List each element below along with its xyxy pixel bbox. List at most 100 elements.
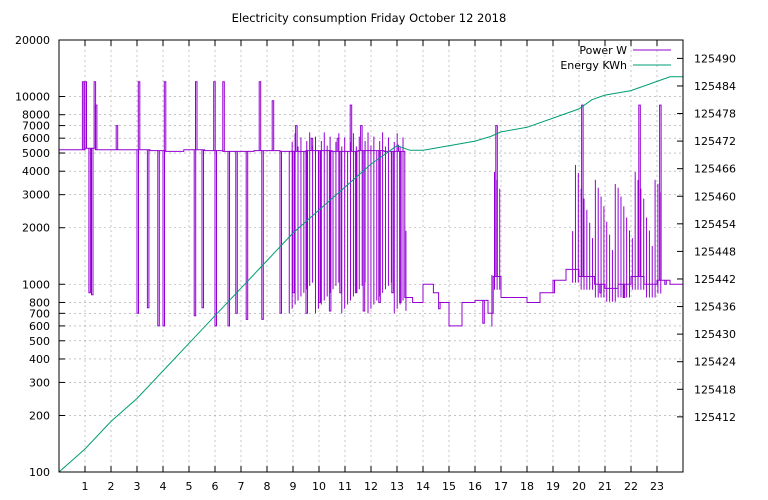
y-right-tick-label: 125484 [694,80,736,93]
series-layer [58,76,684,473]
power-spike [193,149,197,317]
x-tick-label: 21 [598,480,612,493]
x-tick-label: 17 [494,480,508,493]
y-left-tick-label: 10000 [15,91,50,104]
y-right-tick-label: 125448 [694,245,736,258]
y-right-tick-label: 125460 [694,190,736,203]
power-spike [136,149,139,314]
y-left-tick-label: 6000 [22,132,50,145]
x-tick-label: 14 [416,480,430,493]
power-spike [258,81,262,151]
x-tick-label: 3 [134,480,141,493]
power-spike [157,150,160,327]
x-tick-label: 7 [238,480,245,493]
y-right-tick-label: 125418 [694,383,736,396]
y-right-tick-label: 125454 [694,218,736,231]
y-left-tick-label: 3000 [22,189,50,202]
y-left-tick-label: 100 [29,466,50,479]
power-spike [146,149,150,309]
legend-label-energy: Energy KWh [560,59,627,72]
x-tick-label: 19 [546,480,560,493]
power-spike [310,137,314,151]
x-tick-label: 5 [186,480,193,493]
x-tick-label: 4 [160,480,167,493]
x-tick-label: 15 [442,480,456,493]
power-spike [261,150,264,320]
power-spike [391,151,394,294]
y-left-tick-label: 2000 [22,222,50,235]
y-right-tick-label: 125424 [694,356,736,369]
power-spike [163,81,167,151]
y-left-tick-label: 8000 [22,109,50,122]
power-spike [213,81,216,151]
x-tick-label: 2 [108,480,115,493]
power-spike [91,148,94,296]
y-left-tick-label: 4000 [22,165,50,178]
power-spike [482,300,485,324]
power-spike [638,104,641,277]
y-left-tick-label: 600 [29,320,50,333]
power-spike [360,125,363,151]
y-left-tick-label: 700 [29,307,50,320]
power-spike [235,151,238,314]
power-spike [271,100,275,151]
y-left-tick-label: 5000 [22,147,50,160]
legend: Power W Energy KWh [560,44,671,72]
power-spike [339,151,342,294]
power-spike [552,280,555,294]
y-right-tick-label: 125430 [694,328,736,341]
energy-series-line [58,76,683,473]
power-spike [328,150,332,312]
power-spike [438,302,441,310]
x-tick-label: 1 [82,480,89,493]
power-spike [81,81,85,150]
power-spike [378,150,381,303]
power-spike [664,280,667,285]
y-left-tick-label: 200 [29,409,50,422]
power-spike [245,151,249,320]
power-spike [115,125,119,150]
power-spike [195,81,198,150]
power-spike [279,151,282,314]
power-spike [227,151,230,327]
y-right-tick-label: 125490 [694,52,736,65]
x-tick-label: 22 [624,480,638,493]
chart-title: Electricity consumption Friday October 1… [232,11,507,25]
x-tick-label: 11 [338,480,352,493]
legend-label-power: Power W [579,44,627,57]
y-left-tick-label: 1000 [22,278,50,291]
power-spike [137,81,141,150]
axis-layer: 1 2 3 4 5 6 7 8 9 10 11 12 13 14 15 16 17 18 19 20 21 22 23100… [15,34,736,493]
y-left-tick-label: 20000 [15,34,50,47]
power-spike [305,150,308,314]
x-tick-label: 23 [650,480,664,493]
y-right-tick-label: 125412 [694,411,736,424]
x-tick-label: 8 [264,480,271,493]
y-left-tick-label: 800 [29,296,50,309]
y-right-tick-label: 125466 [694,163,736,176]
y-right-tick-label: 125442 [694,273,736,286]
power-series-line [59,147,684,327]
power-spike [295,125,298,152]
y-right-tick-label: 125436 [694,301,736,314]
power-spike [349,104,353,152]
power-spike [362,150,366,312]
power-spike [581,104,584,277]
x-tick-label: 12 [364,480,378,493]
y-right-tick-label: 125478 [694,108,736,121]
x-tick-label: 6 [212,480,219,493]
x-tick-label: 10 [312,480,326,493]
power-spike [201,149,204,309]
x-tick-label: 18 [520,480,534,493]
power-spike [84,81,87,149]
y-right-tick-label: 125472 [694,135,736,148]
power-spike [88,148,91,294]
power-spike [318,150,321,303]
y-left-tick-label: 400 [29,353,50,366]
x-tick-label: 20 [572,480,586,493]
power-spike [222,81,225,152]
x-tick-label: 9 [290,480,297,493]
power-spike [94,104,98,150]
